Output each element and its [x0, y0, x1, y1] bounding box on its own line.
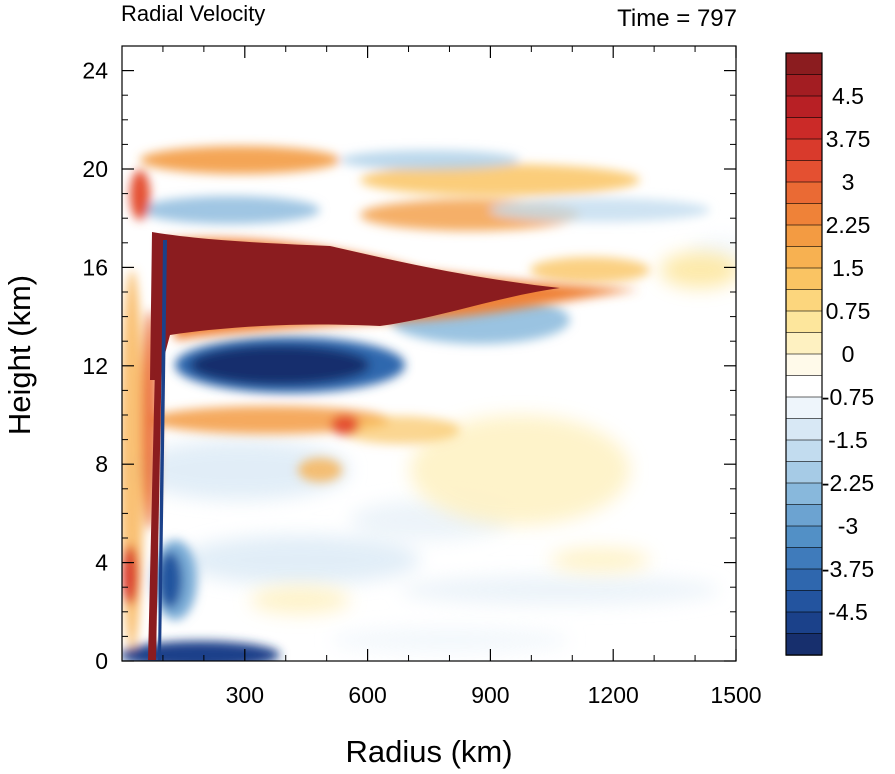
- colorbar-swatch: [785, 246, 823, 269]
- colorbar-swatch: [785, 633, 823, 656]
- colorbar-swatch: [785, 95, 823, 119]
- colorbar-swatch: [785, 504, 823, 527]
- y-axis-label: Height (km): [2, 275, 37, 435]
- eyewall-streak: [148, 240, 164, 660]
- colorbar-swatch: [785, 138, 823, 162]
- y-tick-label: 8: [95, 451, 108, 477]
- colorbar-label: 0: [842, 341, 855, 367]
- colorbar-swatch: [785, 117, 823, 140]
- colorbar-swatch: [785, 611, 823, 635]
- colorbar-swatch: [785, 52, 823, 76]
- colorbar-swatch: [785, 267, 823, 291]
- colorbar-swatch: [785, 525, 823, 549]
- colorbar-swatch: [785, 396, 823, 420]
- y-tick-label: 12: [82, 353, 108, 379]
- colorbar-label: -3: [838, 513, 858, 539]
- colorbar-swatch: [785, 482, 823, 506]
- colorbar-label: 2.25: [826, 212, 871, 238]
- axis-ticks: 300 600 900 1200 1500 0 4 8 12 16 20 24: [82, 45, 762, 708]
- colorbar-label: -3.75: [822, 556, 874, 582]
- colorbar-swatch: [785, 375, 823, 398]
- colorbar-label: -0.75: [822, 384, 874, 410]
- colorbar-swatch: [785, 74, 823, 97]
- heatmap-field: [122, 46, 736, 661]
- colorbar-label: 3.75: [826, 126, 871, 152]
- chart-title-right: Time = 797: [617, 5, 737, 32]
- outflow-jet: [150, 232, 560, 380]
- colorbar-swatch: [785, 461, 823, 484]
- colorbar-frame: [785, 52, 823, 656]
- x-tick-label: 900: [471, 682, 509, 708]
- colorbar-label: 0.75: [826, 298, 871, 324]
- chart-title-left: Radial Velocity: [121, 1, 265, 26]
- x-tick-label: 1500: [710, 682, 761, 708]
- colorbar-swatch: [785, 439, 823, 463]
- colorbar-swatch: [785, 353, 823, 377]
- y-tick-label: 0: [95, 648, 108, 674]
- colorbar-label: 4.5: [832, 83, 864, 109]
- x-tick-label: 1200: [588, 682, 639, 708]
- colorbar-swatch: [785, 289, 823, 312]
- y-tick-label: 20: [82, 156, 108, 182]
- y-tick-label: 16: [82, 254, 108, 280]
- colorbar-swatch: [785, 160, 823, 183]
- colorbar-swatch: [785, 590, 823, 613]
- x-tick-label: 600: [348, 682, 386, 708]
- y-tick-label: 4: [95, 550, 108, 576]
- x-tick-label: 300: [226, 682, 264, 708]
- colorbar-swatch: [785, 310, 823, 334]
- colorbar-label: -4.5: [828, 599, 868, 625]
- y-tick-label: 24: [82, 58, 108, 84]
- colorbar-swatch: [785, 203, 823, 226]
- colorbar-swatch: [785, 568, 823, 592]
- colorbar-swatch: [785, 224, 823, 248]
- plot-frame: [121, 45, 737, 662]
- colorbar-swatch: [785, 418, 823, 441]
- colorbar-swatch: [785, 547, 823, 570]
- colorbar-swatch: [785, 332, 823, 355]
- colorbar-label: 1.5: [832, 255, 864, 281]
- colorbar-label: 3: [842, 169, 855, 195]
- x-axis-label: Radius (km): [345, 734, 512, 769]
- colorbar: 4.5 3.75 3 2.25 1.5 0.75 0 -0.75 -1.5 -2.25 -3 -3.7…: [785, 52, 874, 656]
- colorbar-label: -2.25: [822, 470, 874, 496]
- colorbar-label: -1.5: [828, 427, 868, 453]
- colorbar-swatch: [785, 181, 823, 205]
